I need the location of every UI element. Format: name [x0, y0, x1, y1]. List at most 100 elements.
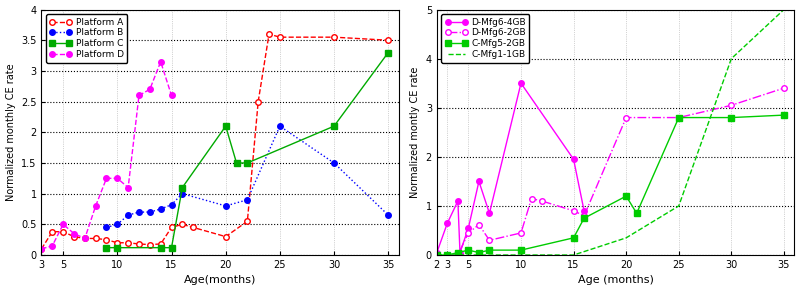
C-Mfg5-2GB: [474, 251, 484, 254]
Line: D-Mfg6-4GB: D-Mfg6-4GB: [434, 80, 587, 255]
Platform B: [134, 210, 144, 214]
Platform A: [264, 32, 274, 36]
Platform D: [37, 247, 46, 251]
C-Mfg5-2GB: [569, 236, 578, 239]
D-Mfg6-2GB: [526, 197, 536, 200]
D-Mfg6-2GB: [579, 214, 589, 217]
D-Mfg6-2GB: [474, 223, 484, 226]
Platform D: [113, 177, 122, 180]
D-Mfg6-4GB: [432, 251, 442, 254]
Platform A: [80, 237, 90, 240]
Platform A: [134, 242, 144, 246]
Platform D: [123, 186, 133, 189]
Platform D: [102, 177, 111, 180]
Legend: Platform A, Platform B, Platform C, Platform D: Platform A, Platform B, Platform C, Plat…: [46, 14, 127, 63]
Platform D: [166, 94, 176, 97]
X-axis label: Age (months): Age (months): [578, 276, 654, 285]
Platform A: [69, 235, 78, 238]
Platform A: [242, 219, 252, 223]
D-Mfg6-2GB: [485, 239, 494, 242]
C-Mfg5-2GB: [442, 253, 452, 257]
C-Mfg1-1GB: [569, 253, 578, 257]
Platform A: [123, 241, 133, 244]
Platform A: [178, 223, 187, 226]
C-Mfg5-2GB: [779, 113, 789, 117]
Platform A: [166, 226, 176, 229]
C-Mfg5-2GB: [726, 116, 736, 119]
C-Mfg1-1GB: [674, 204, 683, 208]
D-Mfg6-4GB: [463, 226, 473, 230]
Platform A: [91, 237, 101, 240]
Platform B: [275, 125, 285, 128]
Platform C: [113, 246, 122, 249]
Platform C: [166, 246, 176, 249]
Platform B: [156, 207, 166, 211]
Platform A: [275, 36, 285, 39]
Line: D-Mfg6-2GB: D-Mfg6-2GB: [445, 85, 786, 258]
Platform B: [178, 192, 187, 195]
D-Mfg6-2GB: [538, 199, 547, 203]
Platform B: [221, 204, 230, 208]
D-Mfg6-4GB: [453, 199, 462, 203]
Platform A: [156, 242, 166, 246]
Line: Platform A: Platform A: [38, 31, 391, 252]
Line: C-Mfg1-1GB: C-Mfg1-1GB: [437, 10, 784, 255]
Platform C: [156, 246, 166, 249]
Platform B: [113, 223, 122, 226]
Platform B: [242, 198, 252, 202]
D-Mfg6-4GB: [516, 81, 526, 85]
Platform B: [166, 203, 176, 206]
Platform A: [58, 230, 68, 233]
Platform D: [69, 232, 78, 235]
D-Mfg6-2GB: [453, 253, 462, 257]
Platform D: [80, 237, 90, 240]
Platform C: [178, 186, 187, 189]
D-Mfg6-4GB: [485, 212, 494, 215]
D-Mfg6-2GB: [726, 104, 736, 107]
D-Mfg6-2GB: [516, 231, 526, 235]
Platform A: [221, 235, 230, 238]
C-Mfg5-2GB: [674, 116, 683, 119]
C-Mfg5-2GB: [463, 249, 473, 252]
Platform B: [330, 161, 339, 165]
Platform A: [37, 247, 46, 251]
Platform A: [330, 36, 339, 39]
D-Mfg6-4GB: [455, 251, 465, 254]
C-Mfg1-1GB: [726, 57, 736, 61]
C-Mfg1-1GB: [622, 236, 631, 239]
C-Mfg1-1GB: [432, 253, 442, 257]
Platform C: [102, 246, 111, 249]
Platform A: [383, 38, 393, 42]
Platform A: [113, 241, 122, 244]
Platform C: [242, 161, 252, 165]
Platform D: [47, 244, 57, 248]
Platform A: [145, 243, 154, 246]
Platform C: [330, 125, 339, 128]
Platform D: [58, 223, 68, 226]
C-Mfg1-1GB: [453, 253, 462, 257]
Legend: D-Mfg6-4GB, D-Mfg6-2GB, C-Mfg5-2GB, C-Mfg1-1GB: D-Mfg6-4GB, D-Mfg6-2GB, C-Mfg5-2GB, C-Mf…: [442, 14, 530, 63]
Line: C-Mfg5-2GB: C-Mfg5-2GB: [434, 112, 786, 258]
Platform D: [156, 60, 166, 63]
C-Mfg1-1GB: [779, 8, 789, 11]
C-Mfg5-2GB: [485, 249, 494, 252]
C-Mfg5-2GB: [453, 251, 462, 254]
D-Mfg6-2GB: [622, 116, 631, 119]
C-Mfg5-2GB: [632, 212, 642, 215]
D-Mfg6-2GB: [463, 231, 473, 235]
Y-axis label: Normalized montly CE rate: Normalized montly CE rate: [410, 67, 420, 198]
Platform C: [383, 51, 393, 54]
C-Mfg5-2GB: [432, 253, 442, 257]
Platform A: [188, 226, 198, 229]
Platform A: [47, 230, 57, 233]
Platform B: [102, 226, 111, 229]
C-Mfg5-2GB: [622, 194, 631, 198]
D-Mfg6-4GB: [579, 209, 589, 213]
D-Mfg6-2GB: [442, 253, 452, 257]
Platform B: [145, 210, 154, 214]
Line: Platform D: Platform D: [38, 59, 174, 252]
Platform C: [232, 161, 242, 165]
Line: Platform B: Platform B: [104, 123, 391, 230]
D-Mfg6-2GB: [779, 86, 789, 90]
D-Mfg6-4GB: [442, 221, 452, 225]
